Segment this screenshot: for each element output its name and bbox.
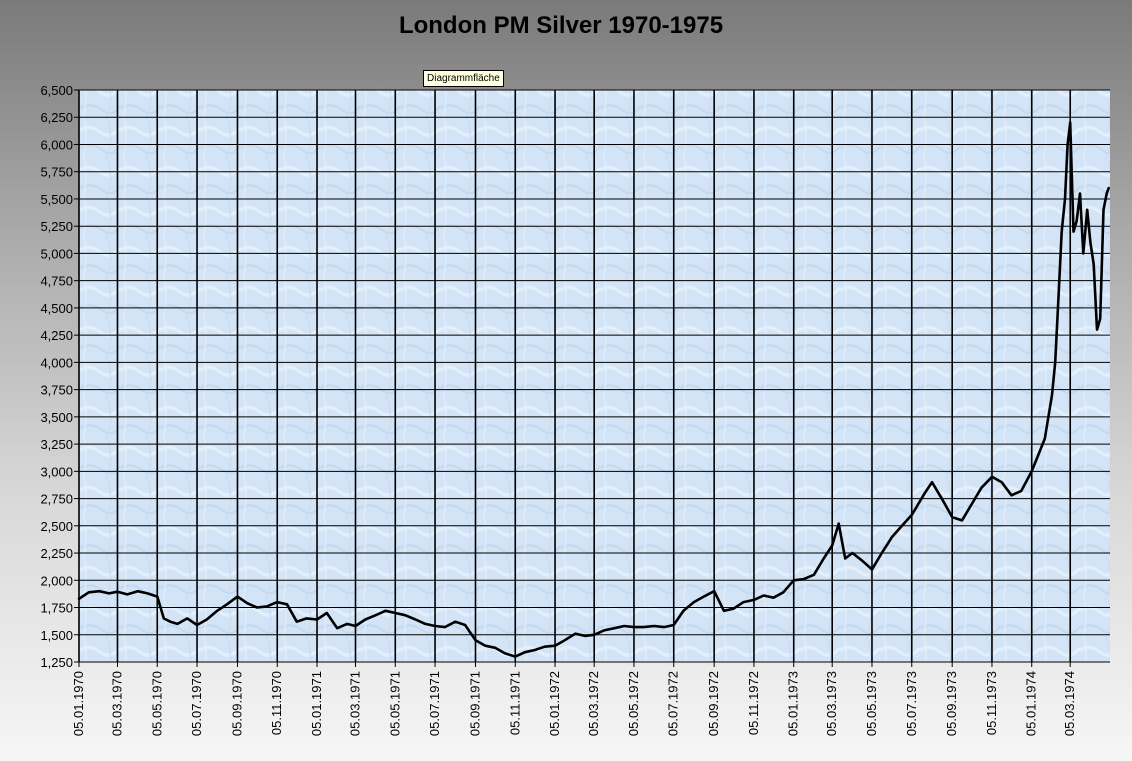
y-tick-label: 6,250 <box>40 110 73 125</box>
x-tick-label: 05.09.1970 <box>229 671 244 736</box>
x-tick-label: 05.05.1972 <box>626 671 641 736</box>
y-tick-label: 5,750 <box>40 165 73 180</box>
x-tick-label: 05.03.1970 <box>109 671 124 736</box>
y-tick-label: 3,250 <box>40 437 73 452</box>
x-tick-label: 05.11.1970 <box>269 671 284 735</box>
x-tick-label: 05.07.1973 <box>904 671 919 736</box>
x-tick-label: 05.03.1972 <box>586 671 601 736</box>
series-layer <box>77 121 1110 658</box>
x-tick-label: 05.01.1972 <box>547 671 562 736</box>
x-tick-label: 05.01.1973 <box>786 671 801 736</box>
y-tick-label: 5,500 <box>40 192 73 207</box>
y-tick-label: 2,000 <box>40 573 73 588</box>
x-tick-label: 05.07.1972 <box>666 671 681 736</box>
y-tick-label: 5,250 <box>40 219 73 234</box>
y-tick-label: 4,500 <box>40 301 73 316</box>
y-tick-label: 4,750 <box>40 274 73 289</box>
y-tick-label: 3,500 <box>40 410 73 425</box>
x-tick-label: 05.11.1971 <box>507 671 522 735</box>
y-tick-label: 1,250 <box>40 655 73 670</box>
y-tick-label: 4,000 <box>40 355 73 370</box>
y-tick-label: 2,250 <box>40 546 73 561</box>
x-tick-label: 05.03.1973 <box>824 671 839 736</box>
x-tick-label: 05.09.1972 <box>706 671 721 736</box>
x-tick-label: 05.11.1972 <box>746 671 761 735</box>
axes: 1,250 1,500 1,750 2,000 2,250 2,500 2,750 3,000… <box>40 83 1110 736</box>
x-tick-label: 05.11.1973 <box>984 671 999 735</box>
y-tick-label: 3,000 <box>40 464 73 479</box>
x-tick-label: 05.09.1971 <box>467 671 482 736</box>
y-tick-label: 1,500 <box>40 628 73 643</box>
x-tick-label: 05.07.1971 <box>427 671 442 736</box>
grid <box>78 89 1110 663</box>
x-tick-label: 05.09.1973 <box>944 671 959 736</box>
x-tick-label: 05.01.1970 <box>71 671 86 736</box>
x-tick-label: 05.05.1973 <box>864 671 879 736</box>
chart-area-tooltip: Diagrammfläche <box>423 70 504 87</box>
x-tick-label: 05.07.1970 <box>189 671 204 736</box>
series-line-silver-price[interactable] <box>77 121 1110 658</box>
y-tick-label: 2,500 <box>40 519 73 534</box>
x-tick-label: 05.05.1970 <box>149 671 164 736</box>
x-tick-label: 05.05.1971 <box>387 671 402 736</box>
y-tick-label: 2,750 <box>40 492 73 507</box>
y-tick-label: 6,000 <box>40 137 73 152</box>
y-tick-label: 4,250 <box>40 328 73 343</box>
x-tick-label: 05.01.1974 <box>1024 671 1039 736</box>
y-tick-label: 5,000 <box>40 246 73 261</box>
x-tick-label: 05.03.1971 <box>347 671 362 736</box>
y-tick-label: 3,750 <box>40 383 73 398</box>
x-tick-label: 05.03.1974 <box>1062 671 1077 736</box>
y-tick-label: 1,750 <box>40 601 73 616</box>
y-tick-label: 6,500 <box>40 83 73 98</box>
chart-title: London PM Silver 1970-1975 <box>398 12 724 39</box>
x-tick-label: 05.01.1971 <box>309 671 324 736</box>
